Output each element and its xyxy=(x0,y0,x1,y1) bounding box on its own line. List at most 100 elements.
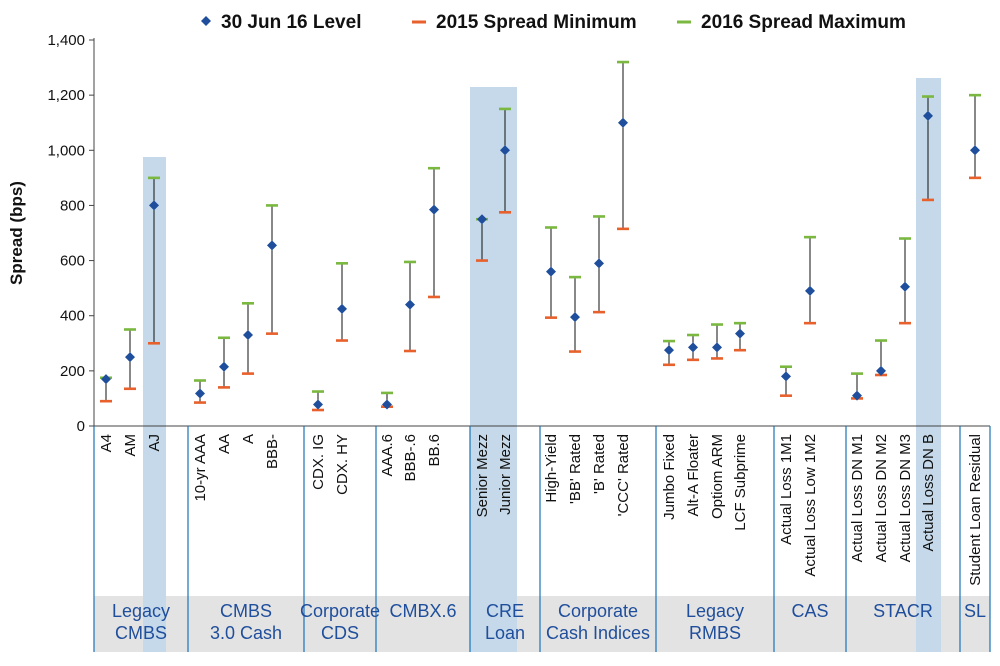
range-item xyxy=(266,204,278,335)
group-label: CAS xyxy=(791,601,828,621)
level-marker xyxy=(477,214,487,225)
category-label: A4 xyxy=(98,434,115,452)
level-marker xyxy=(243,330,253,341)
level-marker xyxy=(101,374,111,385)
range-item xyxy=(663,339,675,367)
range-item xyxy=(569,275,581,353)
group-band-segment xyxy=(517,596,916,652)
category-label: CDX. IG xyxy=(310,434,327,490)
legend-level-label: 30 Jun 16 Level xyxy=(221,12,361,33)
level-marker xyxy=(805,285,815,296)
level-marker xyxy=(219,361,229,372)
range-item xyxy=(499,107,511,214)
range-item xyxy=(242,302,254,375)
category-label: AJ xyxy=(146,434,163,452)
category-label: Optiom ARM xyxy=(709,434,726,519)
range-item xyxy=(545,226,557,319)
level-marker xyxy=(735,328,745,339)
legend: 30 Jun 16 Level 2015 Spread Minimum 2016 S… xyxy=(201,12,906,33)
range-item xyxy=(593,215,605,314)
category-label: A xyxy=(240,434,257,444)
y-tick-label: 1,000 xyxy=(47,142,85,159)
level-marker xyxy=(852,390,862,401)
level-marker xyxy=(429,204,439,215)
range-item xyxy=(780,365,792,397)
category-label: Senior Mezz xyxy=(474,434,491,517)
category-label: Alt-A Floater xyxy=(685,434,702,517)
y-axis: 0 200 400 600 800 1,000 1,200 1,400 xyxy=(47,32,990,435)
group-label: RMBS xyxy=(689,623,741,643)
range-item xyxy=(617,60,629,231)
range-item xyxy=(734,321,746,352)
category-label: Jumbo Fixed xyxy=(661,434,678,520)
group-band-segment xyxy=(166,596,470,652)
group-dividers xyxy=(93,426,991,652)
level-marker xyxy=(594,258,604,269)
y-tick-label: 200 xyxy=(60,363,85,380)
y-tick-label: 0 xyxy=(77,418,85,435)
category-label: AA xyxy=(216,434,233,454)
y-axis-title: Spread (bps) xyxy=(7,181,26,285)
group-label: CMBX.6 xyxy=(389,601,456,621)
level-marker xyxy=(267,240,277,251)
category-label: 'B' Rated xyxy=(591,434,608,494)
category-label: AM xyxy=(122,434,139,457)
range-item xyxy=(804,235,816,325)
group-label: Cash Indices xyxy=(546,623,650,643)
highlight-aj xyxy=(143,157,166,652)
group-label: Legacy xyxy=(112,601,170,621)
range-item xyxy=(312,390,324,412)
level-marker xyxy=(781,371,791,382)
group-label: CMBS xyxy=(115,623,167,643)
range-item xyxy=(194,379,206,404)
group-label: 3.0 Cash xyxy=(210,623,282,643)
legend-min-label: 2015 Spread Minimum xyxy=(436,12,637,33)
group-label: Legacy xyxy=(686,601,744,621)
level-marker xyxy=(570,312,580,323)
level-marker xyxy=(149,200,159,211)
range-item xyxy=(428,166,440,299)
category-label: LCF Subprime xyxy=(732,434,749,531)
group-label: Corporate xyxy=(300,601,380,621)
category-label: Student Loan Residual xyxy=(967,434,984,586)
level-marker xyxy=(900,281,910,292)
group-label: CMBS xyxy=(220,601,272,621)
range-item xyxy=(899,237,911,325)
y-tick-label: 800 xyxy=(60,197,85,214)
category-label: CDX. HY xyxy=(334,434,351,495)
category-label: Actual Loss DN B xyxy=(920,434,937,552)
level-marker xyxy=(195,388,205,399)
group-label: STACR xyxy=(873,601,933,621)
group-label: CDS xyxy=(321,623,359,643)
level-marker xyxy=(618,117,628,128)
level-marker xyxy=(313,399,323,410)
legend-level-marker xyxy=(201,16,211,26)
category-label: 'BB' Rated xyxy=(567,434,584,504)
category-label: BB.6 xyxy=(426,434,443,467)
level-marker xyxy=(546,266,556,277)
category-label: Junior Mezz xyxy=(497,434,514,515)
y-tick-label: 1,200 xyxy=(47,87,85,104)
category-label: Actual Loss Low 1M2 xyxy=(802,434,819,577)
category-label: BBB- xyxy=(264,434,281,469)
highlight-cre-loan xyxy=(470,87,517,652)
category-label: AAA.6 xyxy=(379,434,396,477)
range-item xyxy=(218,336,230,389)
category-label: Actual Loss DN M2 xyxy=(873,434,890,562)
category-label: 10-yr AAA xyxy=(192,434,209,502)
level-marker xyxy=(712,342,722,353)
range-item xyxy=(100,374,112,403)
range-item xyxy=(711,323,723,360)
category-label: Actual Loss DN M1 xyxy=(849,434,866,562)
group-band-segment xyxy=(94,596,143,652)
group-band-segment xyxy=(941,596,990,652)
range-item xyxy=(148,176,160,345)
level-marker xyxy=(923,110,933,121)
category-label: High-Yield xyxy=(543,434,560,503)
level-marker xyxy=(876,365,886,376)
category-label: 'CCC' Rated xyxy=(615,434,632,516)
level-marker xyxy=(688,342,698,353)
legend-max-label: 2016 Spread Maximum xyxy=(701,12,906,33)
range-item xyxy=(851,372,863,401)
y-tick-label: 400 xyxy=(60,308,85,325)
